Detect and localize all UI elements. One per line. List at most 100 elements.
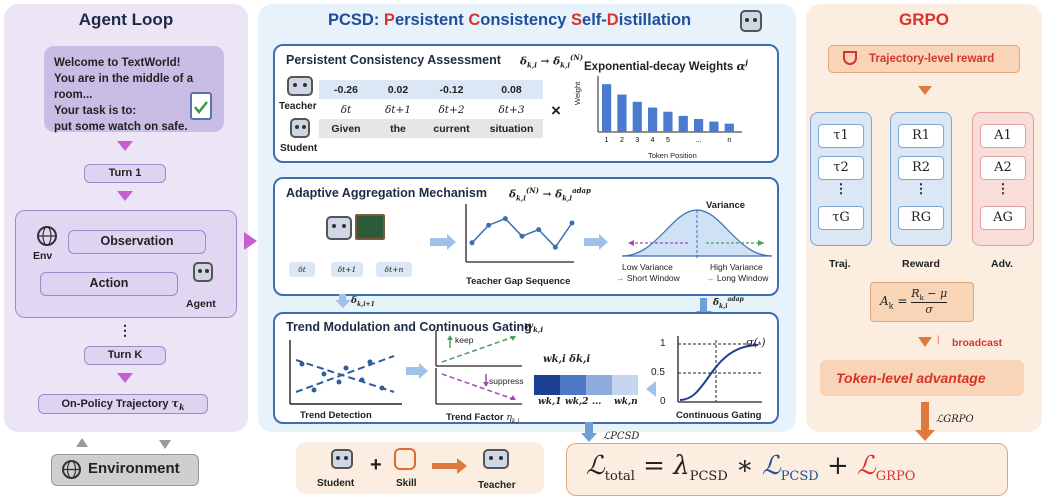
bottom-teacher-label: Teacher xyxy=(478,480,516,491)
delta-adap: δ̄k,iadap xyxy=(713,296,744,310)
weights-chart: 1 2 3 4 5... n xyxy=(597,76,742,144)
student-label: Student xyxy=(280,143,318,154)
adaptive-arrow-2-head xyxy=(599,234,608,250)
variance-bell-curve xyxy=(621,209,773,258)
gap-point xyxy=(569,220,575,226)
token-2: the xyxy=(390,123,406,135)
adaptive-delta-1: δt xyxy=(298,265,306,274)
adaptive-robot-icon xyxy=(326,216,352,240)
gating-w-2: wk,2 xyxy=(565,397,589,407)
token-4: situation xyxy=(489,123,534,135)
globe-icon xyxy=(37,226,57,246)
variance-label: Variance xyxy=(706,200,746,211)
welcome-line-1: Welcome to TextWorld! xyxy=(54,57,181,69)
chalkboard-icon xyxy=(355,214,385,240)
skill-arrow-head xyxy=(457,458,467,474)
long-window-text: Long Window xyxy=(716,273,769,283)
delta-symbol-4: δt+3 xyxy=(498,104,525,116)
tokens-row xyxy=(319,119,543,138)
arrow-right-to-pcsd xyxy=(244,232,257,250)
token-advantage-label: Token-level advantage xyxy=(836,370,986,386)
down-arrow-gray xyxy=(159,440,171,449)
arrow-down-1 xyxy=(117,141,133,151)
delta-value-2: 0.02 xyxy=(387,84,409,96)
weights-title: Exponential-decay Weights αj xyxy=(584,58,748,73)
grpo-adv-cell: A2 xyxy=(980,156,1026,180)
trajectory-sub: k xyxy=(178,402,185,413)
suppress-chart xyxy=(435,368,522,405)
up-arrow-gray xyxy=(76,438,88,447)
bottom-student-label: Student xyxy=(317,478,355,489)
teacher-robot-icon xyxy=(287,76,313,96)
gap-label: Teacher Gap Sequence xyxy=(466,276,571,287)
gating-arrow xyxy=(646,381,656,397)
trajectory-symbol: τ xyxy=(171,397,179,410)
long-window-label: → Long Window xyxy=(706,273,769,283)
trajectory-reward-box xyxy=(828,45,1020,73)
sigmoid-chart xyxy=(677,336,762,403)
gating-weight-cell xyxy=(534,375,560,395)
welcome-line-4: put some watch on safe. xyxy=(54,121,188,133)
pcsd-title-prefix: PCSD: xyxy=(328,11,384,29)
token-3: current xyxy=(433,123,470,135)
short-window-label: → Short Window xyxy=(616,273,680,283)
turnk-box: Turn K xyxy=(84,346,166,365)
welcome-line-3: Your task is to: xyxy=(54,105,137,117)
trend-factor-text: Trend Factor xyxy=(446,412,504,423)
weights-bar xyxy=(648,107,658,132)
gap-point xyxy=(469,240,475,246)
keep-chart xyxy=(435,330,522,367)
trend-arrow-head xyxy=(419,363,428,379)
weights-tick-label: 2 xyxy=(620,137,624,144)
high-variance-label: High Variance xyxy=(710,262,763,272)
weights-ylabel: Weight xyxy=(573,81,582,105)
gap-point xyxy=(519,233,525,239)
col-label-reward: Reward xyxy=(902,258,940,270)
arrow-adaptive-to-trend-head xyxy=(335,300,351,308)
trend-detection-label: Trend Detection xyxy=(300,410,372,421)
grpo-arrow-3-head xyxy=(915,430,935,441)
weights-bar xyxy=(617,94,627,132)
gating-weight-cell xyxy=(560,375,586,395)
assessment-title: Persistent Consistency Assessment xyxy=(286,53,501,67)
trajectory-reward-label: Trajectory-level reward xyxy=(869,53,995,65)
turn1-box: Turn 1 xyxy=(84,164,166,183)
agent-label: Agent xyxy=(186,298,216,310)
grpo-arrow-1 xyxy=(918,86,932,95)
grpo-adv-cell: A1 xyxy=(980,124,1026,148)
trajectory-label: On-Policy Trajectory xyxy=(61,398,169,410)
gating-weight-cell xyxy=(612,375,638,395)
weights-title-text: Exponential-decay Weights xyxy=(584,60,734,73)
trajectory-box: On-Policy Trajectory τk xyxy=(38,394,208,414)
total-loss-formula: ℒtotal = λPCSD ∗ ℒPCSD + ℒGRPO xyxy=(586,451,916,485)
teacher-label: Teacher xyxy=(279,101,317,112)
grpo-reward-cell: R1 xyxy=(898,124,944,148)
bottom-skill-label: Skill xyxy=(396,478,417,489)
trend-detection-chart xyxy=(289,340,402,405)
trend-factor-label: Trend Factor ηk,i xyxy=(446,412,520,425)
clipboard-icon xyxy=(190,92,212,120)
plus-sign: + xyxy=(370,454,382,476)
agent-robot-icon xyxy=(193,262,213,282)
broadcast-label: broadcast xyxy=(952,337,1003,349)
adaptive-delta-chip-3: δt+n xyxy=(376,262,412,277)
sigmoid-tick-05: 0.5 xyxy=(651,367,665,378)
grpo-arrow-3 xyxy=(921,402,929,432)
gap-point xyxy=(536,227,542,233)
trend-formula: wk,i xyxy=(524,320,543,335)
gating-w-dots: ... xyxy=(592,397,602,407)
vertical-dots: ⋮ xyxy=(118,322,132,338)
adaptive-title: Adaptive Aggregation Mechanism xyxy=(286,186,487,200)
trend-arrow xyxy=(406,367,420,375)
delta-symbol-1: δt xyxy=(340,104,352,116)
student-robot-icon xyxy=(290,118,310,138)
delta-symbol-3: δt+2 xyxy=(438,104,465,116)
low-variance-label: Low Variance xyxy=(622,262,673,272)
col-label-traj: Traj. xyxy=(829,258,851,270)
loss-grpo-label: ℒGRPO xyxy=(936,414,974,425)
pcsd-robot-icon xyxy=(740,10,762,32)
grpo-reward-cell: R2 xyxy=(898,156,944,180)
pcsd-title: PCSD: Persistent Consistency Self-Distil… xyxy=(328,11,691,30)
arrow-down-3 xyxy=(117,373,133,383)
